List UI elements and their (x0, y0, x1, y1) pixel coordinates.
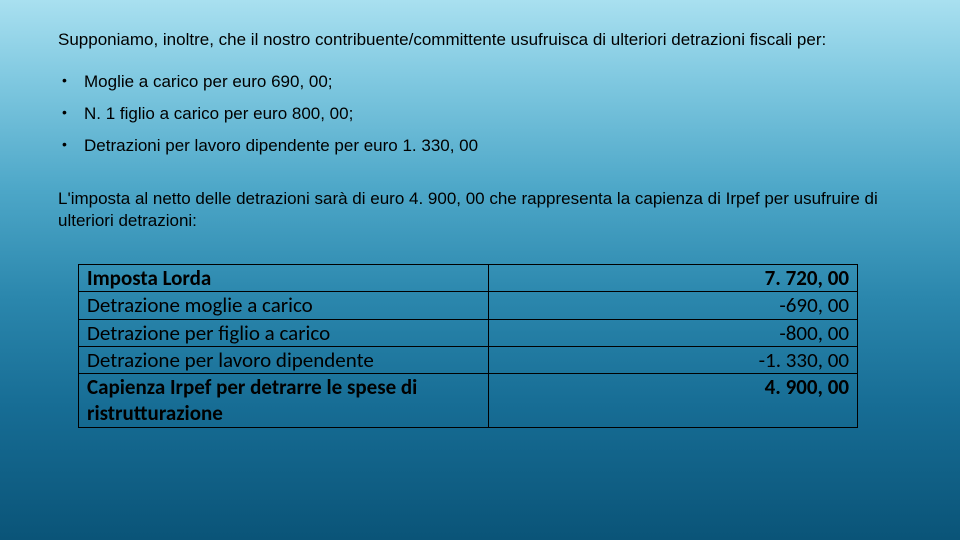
list-item: Moglie a carico per euro 690, 00; (58, 66, 910, 98)
table-row: Imposta Lorda 7. 720, 00 (79, 265, 858, 292)
table-row: Detrazione per figlio a carico -800, 00 (79, 319, 858, 346)
cell-label: Capienza Irpef per detrarre le spese di … (79, 374, 489, 428)
cell-label: Imposta Lorda (79, 265, 489, 292)
cell-label: Detrazione moglie a carico (79, 292, 489, 319)
list-item: N. 1 figlio a carico per euro 800, 00; (58, 98, 910, 130)
table-row: Detrazione moglie a carico -690, 00 (79, 292, 858, 319)
cell-value: 4. 900, 00 (488, 374, 857, 428)
cell-label: Detrazione per figlio a carico (79, 319, 489, 346)
list-item: Detrazioni per lavoro dipendente per eur… (58, 130, 910, 162)
calculation-table: Imposta Lorda 7. 720, 00 Detrazione mogl… (78, 264, 858, 428)
cell-value: -800, 00 (488, 319, 857, 346)
cell-value: -1. 330, 00 (488, 346, 857, 373)
mid-paragraph: L'imposta al netto delle detrazioni sarà… (58, 188, 910, 232)
cell-value: 7. 720, 00 (488, 265, 857, 292)
table-row: Capienza Irpef per detrarre le spese di … (79, 374, 858, 428)
cell-value: -690, 00 (488, 292, 857, 319)
table-row: Detrazione per lavoro dipendente -1. 330… (79, 346, 858, 373)
cell-label: Detrazione per lavoro dipendente (79, 346, 489, 373)
deductions-list: Moglie a carico per euro 690, 00; N. 1 f… (58, 66, 910, 162)
intro-paragraph: Supponiamo, inoltre, che il nostro contr… (58, 30, 910, 50)
